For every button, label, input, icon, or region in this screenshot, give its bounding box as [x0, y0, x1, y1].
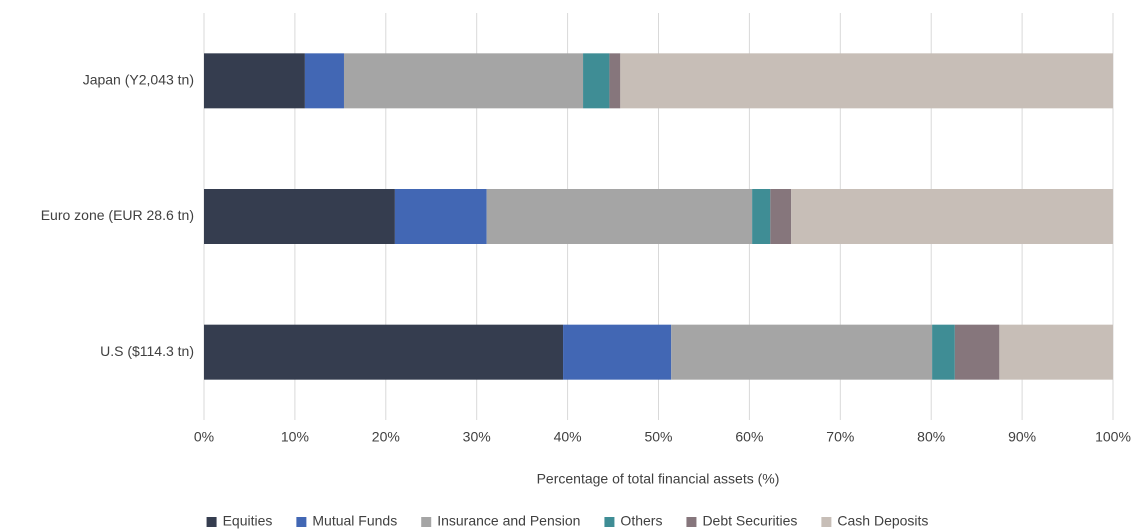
bar-segment	[609, 53, 621, 109]
legend-label: Debt Securities	[702, 513, 797, 529]
legend-swatch	[821, 517, 832, 527]
legend-label: Equities	[223, 513, 273, 529]
legend-swatch	[604, 517, 615, 527]
x-tick-label: 0%	[194, 429, 214, 445]
legend-label: Cash Deposits	[837, 513, 928, 529]
bar-segment	[954, 324, 1000, 380]
bar-segment	[343, 53, 584, 109]
bar-segment	[394, 189, 487, 244]
x-tick-label: 60%	[735, 429, 763, 445]
y-tick-label: Euro zone (EUR 28.6 tn)	[41, 207, 194, 223]
legend: Equities Mutual Funds Insurance and Pensio…	[206, 513, 928, 529]
x-tick-label: 80%	[917, 429, 945, 445]
bar-segment	[563, 324, 672, 380]
bar-segment	[999, 324, 1113, 380]
bar-segment	[304, 53, 344, 109]
x-axis-label: Percentage of total financial assets (%)	[537, 471, 780, 487]
x-tick-label: 70%	[826, 429, 854, 445]
bar-segment	[671, 324, 933, 380]
x-tick-label: 90%	[1008, 429, 1036, 445]
x-tick-label: 100%	[1095, 429, 1131, 445]
x-tick-label: 30%	[463, 429, 491, 445]
x-tick-label: 50%	[644, 429, 672, 445]
bar-segment	[932, 324, 955, 380]
bar-segment	[791, 189, 1113, 244]
bar-segment	[204, 324, 564, 380]
legend-label: Insurance and Pension	[437, 513, 580, 529]
y-tick-label: U.S ($114.3 tn)	[100, 343, 194, 359]
x-tick-label: 20%	[372, 429, 400, 445]
legend-swatch	[686, 517, 697, 527]
legend-swatch	[206, 517, 217, 527]
bar-segment	[204, 53, 305, 109]
legend-swatch	[296, 517, 307, 527]
bar-segment	[204, 189, 395, 244]
x-tick-label: 10%	[281, 429, 309, 445]
bar-segment	[486, 189, 753, 244]
y-tick-label: Japan (Y2,043 tn)	[83, 72, 194, 88]
legend-label: Others	[620, 513, 662, 529]
x-tick-label: 40%	[554, 429, 582, 445]
bar-segment	[620, 53, 1113, 109]
legend-swatch	[421, 517, 432, 527]
bar-segment	[752, 189, 771, 244]
bar-segment	[770, 189, 792, 244]
legend-label: Mutual Funds	[312, 513, 397, 529]
bar-segment	[583, 53, 610, 109]
